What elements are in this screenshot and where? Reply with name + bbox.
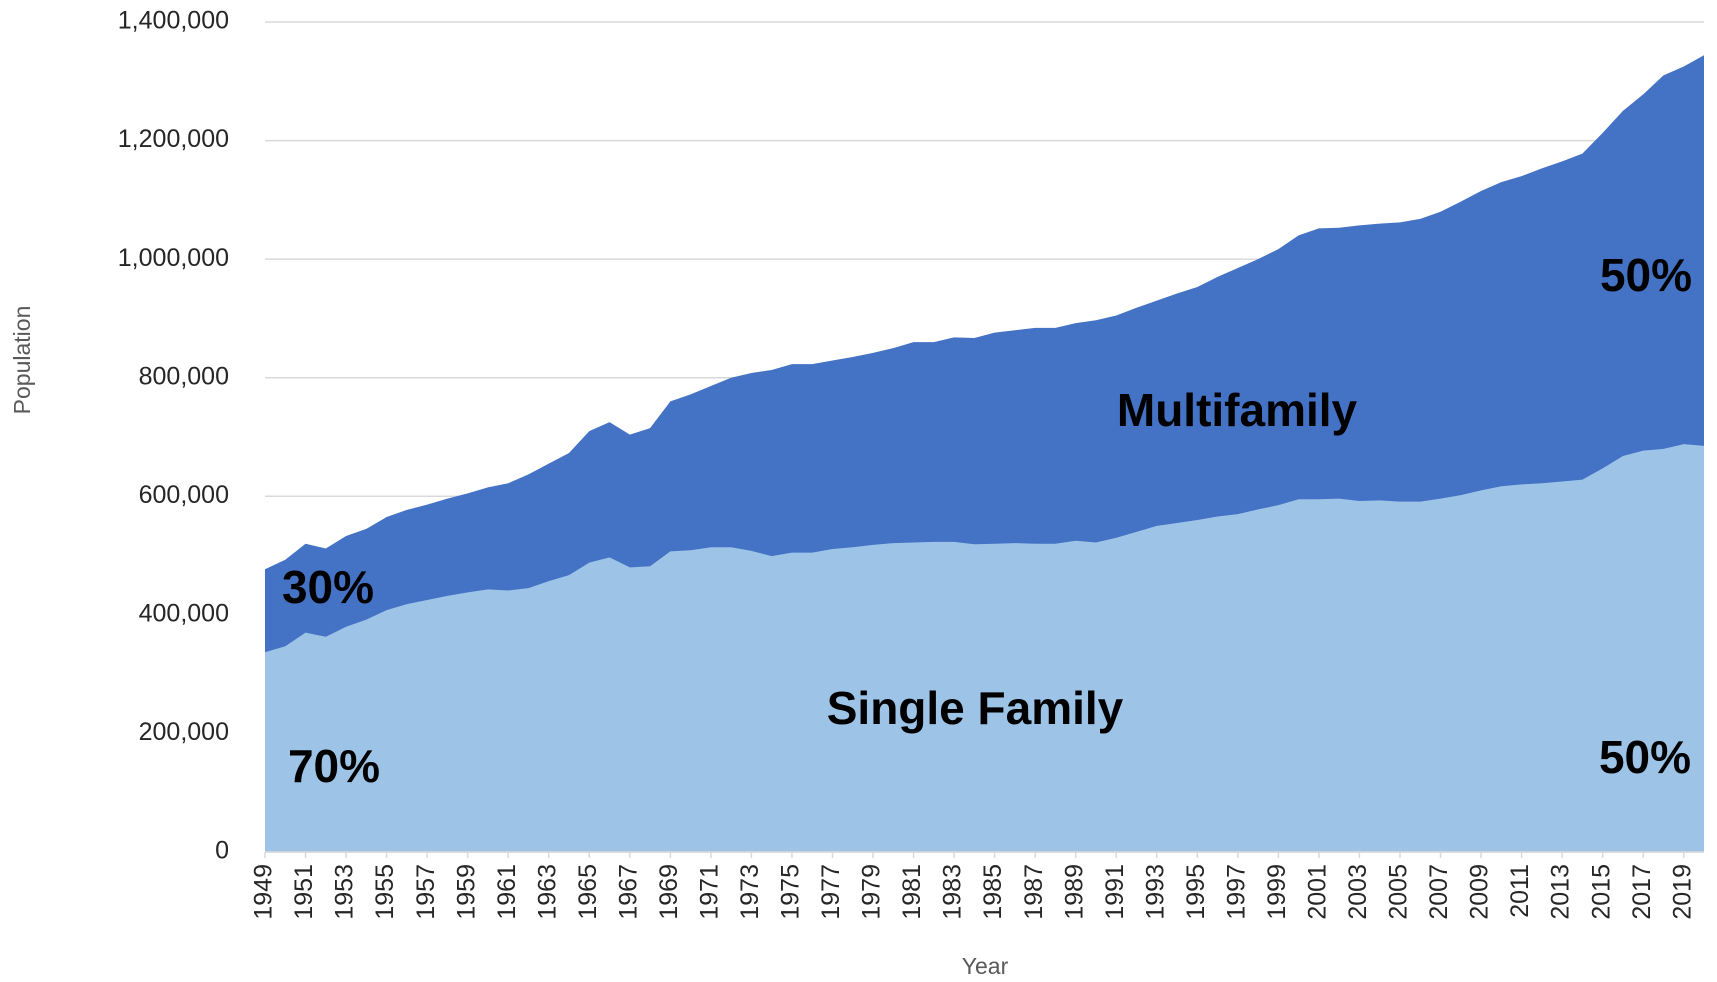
x-tick-label: 1977 [817,864,845,920]
x-tick-label: 1959 [452,864,480,920]
y-axis-title: Population [9,306,35,415]
x-tick-label: 1979 [858,864,886,920]
x-tick-label: 2011 [1506,864,1534,918]
series-label: Multifamily [1117,384,1358,436]
x-tick-label: 2009 [1466,864,1494,920]
x-tick-label: 1975 [777,864,805,920]
x-tick-label: 2001 [1304,864,1332,920]
x-tick-label: 1969 [655,864,683,920]
area [265,444,1704,852]
x-tick-label: 2013 [1547,864,1575,920]
x-tick-label: 1963 [533,864,561,920]
x-tick-label: 1987 [1020,864,1048,920]
x-tick-label: 2003 [1344,864,1372,920]
x-tick-label: 1983 [939,864,967,920]
x-tick-label: 1967 [614,864,642,920]
annotation: 50% [1600,249,1692,301]
x-tick-label: 2017 [1628,864,1656,920]
x-tick-label: 1981 [898,864,926,920]
annotation: 70% [288,740,380,792]
y-tick-label: 1,400,000 [118,7,229,35]
x-tick-label: 1989 [1060,864,1088,920]
x-tick-label: 1951 [290,864,318,920]
y-tick-label: 400,000 [139,599,229,627]
x-tick-label: 1993 [1141,864,1169,920]
x-tick-label: 2015 [1587,864,1615,920]
x-tick-label: 1953 [331,864,359,920]
y-tick-label: 0 [215,837,229,865]
x-axis-title: Year [962,953,1009,979]
x-tick-label: 2007 [1425,864,1453,920]
y-tick-label: 200,000 [139,718,229,746]
y-tick-label: 1,000,000 [118,244,229,272]
annotation: 50% [1599,731,1691,783]
x-tick-label: 2005 [1385,864,1413,920]
x-tick-label: 1999 [1263,864,1291,920]
x-tick-label: 1957 [412,864,440,920]
y-tick-label: 1,200,000 [118,125,229,153]
y-tick-label: 600,000 [139,481,229,509]
y-tick-label: 800,000 [139,362,229,390]
x-tick-label: 2019 [1668,864,1696,920]
x-tick-label: 1949 [250,864,278,920]
x-tick-label: 1971 [695,864,723,920]
x-tick-label: 1995 [1182,864,1210,920]
annotation: 30% [282,561,374,613]
x-tick-label: 1991 [1101,864,1129,920]
x-tick-label: 1965 [574,864,602,920]
x-tick-label: 1985 [979,864,1007,920]
series-label: Single Family [827,682,1124,734]
x-tick-label: 1961 [493,864,521,920]
x-tick-label: 1997 [1222,864,1250,920]
x-tick-label: 1955 [371,864,399,920]
x-tick-label: 1973 [736,864,764,920]
